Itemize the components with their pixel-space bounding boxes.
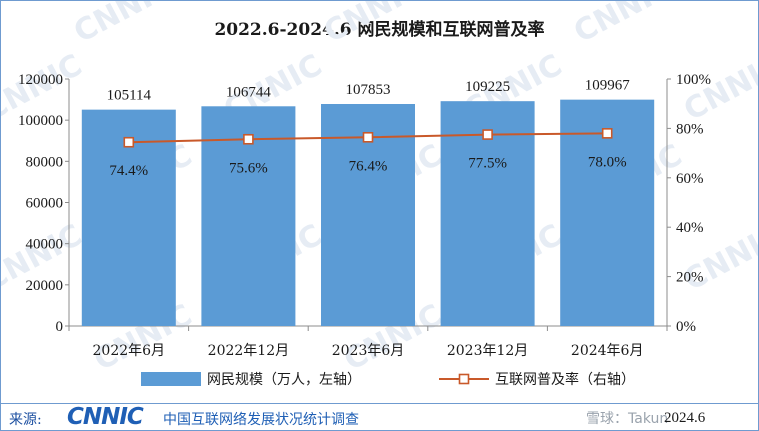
bar-value-label: 109967	[585, 78, 631, 94]
category-label: 2022年12月	[208, 343, 289, 359]
line-point-marker	[362, 131, 374, 143]
category-label: 2024年6月	[571, 343, 644, 359]
category-label: 2023年6月	[332, 343, 405, 359]
left-tick-label: 60000	[26, 196, 64, 212]
xueqiu-watermark: 雪球：Takun	[586, 411, 669, 427]
line-point-label: 74.4%	[109, 163, 148, 179]
legend-bar-label: 网民规模（万人，左轴）	[207, 372, 361, 388]
right-tick-label: 40%	[676, 220, 704, 236]
left-tick-label: 100000	[18, 113, 63, 129]
left-tick-label: 80000	[26, 154, 64, 170]
left-tick-label: 120000	[18, 72, 63, 88]
right-tick-label: 80%	[676, 121, 704, 137]
bar-value-label: 107853	[346, 82, 391, 98]
report-date: 2024.6	[664, 410, 706, 426]
left-tick-label: 40000	[26, 237, 64, 253]
line-point-label: 75.6%	[229, 160, 268, 176]
right-tick-label: 100%	[676, 72, 711, 88]
line-point-marker	[482, 129, 493, 140]
legend-line-label: 互联网普及率（右轴）	[495, 371, 635, 388]
line-point-label: 77.5%	[468, 156, 507, 172]
bar-value-label: 109225	[465, 79, 510, 95]
left-tick-label: 0	[56, 319, 64, 335]
chart-title: 2022.6-2024.6 网民规模和互联网普及率	[214, 20, 545, 40]
source-footer: 来源: CNNIC 中国互联网络发展状况统计调查 雪球：Takun 2024.6	[1, 403, 758, 431]
left-tick-label: 20000	[26, 278, 64, 294]
cnnic-logo: CNNIC	[67, 404, 144, 430]
cnnic-watermark: CNNIC	[318, 1, 428, 50]
line-point-marker	[123, 136, 135, 148]
right-tick-label: 60%	[676, 171, 704, 187]
right-tick-label: 20%	[676, 270, 704, 286]
line-point-label: 76.4%	[349, 158, 388, 174]
legend-line-marker	[458, 373, 470, 385]
line-point-marker	[601, 128, 613, 139]
cnnic-watermark: CNNIC	[68, 1, 178, 50]
bar-value-label: 105114	[107, 88, 152, 104]
legend-bar-swatch	[141, 372, 201, 386]
bar-value-label: 106744	[226, 84, 272, 100]
source-label: 来源:	[9, 412, 42, 428]
line-point-label: 78.0%	[588, 154, 627, 170]
survey-name: 中国互联网络发展状况统计调查	[163, 412, 359, 428]
right-tick-label: 0%	[676, 319, 696, 335]
line-point-marker	[243, 133, 254, 145]
cnnic-watermark: CNNIC	[568, 1, 678, 50]
category-label: 2023年12月	[447, 343, 528, 359]
category-label: 2022年6月	[93, 343, 166, 359]
